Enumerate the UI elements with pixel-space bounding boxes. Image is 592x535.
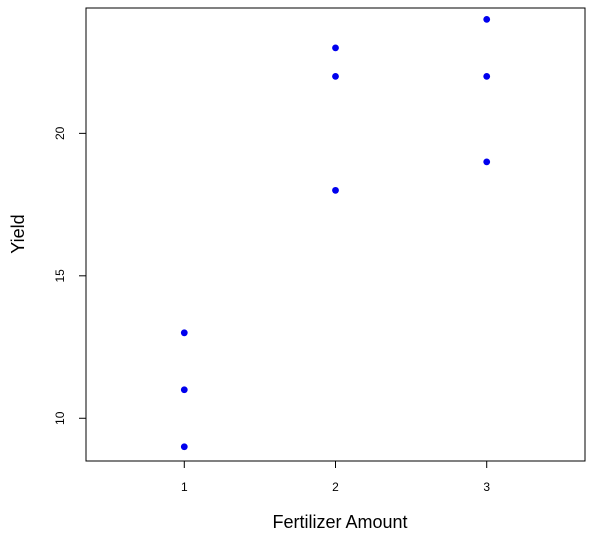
x-tick-label-1: 1: [181, 480, 188, 494]
data-point-2: [180, 386, 188, 394]
data-point-3: [180, 329, 188, 337]
plot-area: 1 2 3 10 15 20: [53, 7, 586, 494]
data-point-4: [332, 186, 339, 194]
data-point-6: [332, 44, 339, 52]
x-axis-title: Fertilizer Amount: [272, 512, 407, 532]
data-point-7: [483, 158, 491, 166]
x-tick-label-2: 2: [332, 480, 339, 494]
x-tick-label-3: 3: [483, 480, 490, 494]
data-point-8: [483, 72, 491, 80]
y-tick-label-15: 15: [53, 269, 67, 283]
data-point-5: [332, 72, 339, 80]
y-tick-label-10: 10: [53, 411, 67, 425]
y-tick-label-20: 20: [53, 126, 67, 140]
data-point-1: [180, 443, 188, 451]
data-point-9: [483, 15, 491, 23]
y-axis-title: Yield: [8, 214, 28, 253]
